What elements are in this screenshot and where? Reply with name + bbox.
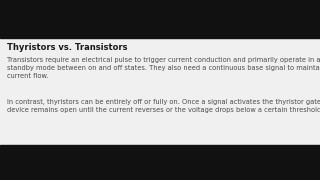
Text: In contrast, thyristors can be entirely off or fully on. Once a signal activates: In contrast, thyristors can be entirely … (7, 99, 320, 113)
Bar (0, 38, 320, 145)
Text: Thyristors vs. Transistors: Thyristors vs. Transistors (7, 43, 127, 52)
Bar (0, 0, 320, 38)
Bar (0, 145, 320, 180)
Text: Transistors require an electrical pulse to trigger current conduction and primar: Transistors require an electrical pulse … (7, 57, 320, 80)
